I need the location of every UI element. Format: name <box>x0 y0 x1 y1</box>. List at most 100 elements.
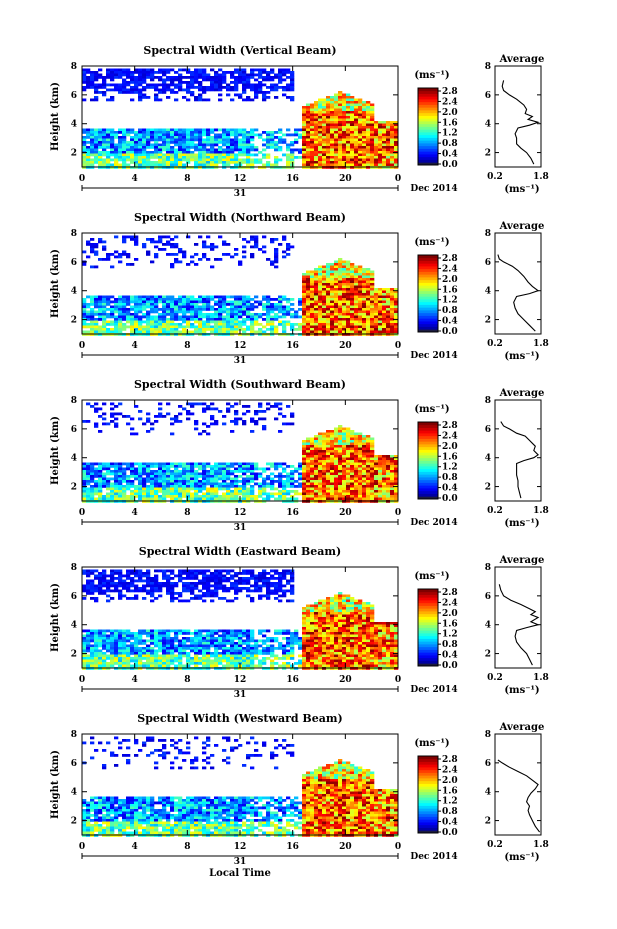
heatmap-cell <box>338 320 343 324</box>
heatmap-cell <box>106 495 111 498</box>
heatmap-cell <box>90 490 95 493</box>
heatmap-cell <box>254 477 259 481</box>
heatmap-cell <box>350 325 355 329</box>
heatmap-cell <box>306 280 311 284</box>
heatmap-cell <box>322 442 327 446</box>
heatmap-cell <box>330 285 335 289</box>
heatmap-cell <box>254 323 259 326</box>
heatmap-cell <box>334 318 339 321</box>
heatmap-cell <box>142 477 147 481</box>
heatmap-cell <box>354 283 359 286</box>
heatmap-cell <box>146 298 151 301</box>
heatmap-cell <box>378 462 383 466</box>
heatmap-cell <box>342 330 347 334</box>
heatmap-cell <box>110 415 115 418</box>
heatmap-cell <box>138 146 143 149</box>
heatmap-cell <box>334 111 339 114</box>
heatmap-cell <box>370 295 375 299</box>
heatmap-cell <box>138 318 143 321</box>
heatmap-cell <box>346 93 351 97</box>
heatmap-cell <box>234 305 239 309</box>
heatmap-cell <box>334 113 339 117</box>
heatmap-cell <box>366 445 371 448</box>
heatmap-cell <box>334 131 339 134</box>
heatmap-cell <box>94 141 99 144</box>
heatmap-cell <box>94 328 99 331</box>
heatmap-cell <box>210 330 215 334</box>
heatmap-cell <box>366 278 371 281</box>
heatmap-cell <box>106 330 111 334</box>
heatmap-cell <box>190 305 195 309</box>
heatmap-cell <box>358 432 363 436</box>
heatmap-cell <box>246 405 251 408</box>
heatmap-cell <box>346 430 351 433</box>
heatmap-cell <box>154 96 159 99</box>
heatmap-cell <box>154 495 159 498</box>
heatmap-cell <box>342 482 347 486</box>
heatmap-cell <box>250 153 255 157</box>
heatmap-cell <box>310 330 315 334</box>
heatmap-cell <box>286 156 291 159</box>
heatmap-cell <box>366 285 371 289</box>
heatmap-cell <box>314 273 319 276</box>
heatmap-cell <box>226 151 231 154</box>
heatmap-cell <box>366 315 371 319</box>
heatmap-cell <box>166 300 171 304</box>
heatmap-cell <box>118 153 123 157</box>
heatmap-cell <box>98 86 103 89</box>
heatmap-cell <box>86 131 91 134</box>
heatmap-cell <box>238 462 243 466</box>
heatmap-cell <box>386 482 391 486</box>
heatmap-cell <box>190 73 195 77</box>
heatmap-cell <box>246 96 251 99</box>
heatmap-cell <box>310 300 315 304</box>
heatmap-cell <box>326 138 331 142</box>
heatmap-cell <box>362 437 367 441</box>
heatmap-cell <box>198 158 203 162</box>
heatmap-cell <box>354 470 359 473</box>
heatmap-cell <box>350 118 355 122</box>
heatmap-cell <box>122 492 127 496</box>
heatmap-cell <box>178 131 183 134</box>
heatmap-cell <box>190 91 195 94</box>
heatmap-cell <box>378 300 383 304</box>
heatmap-cell <box>186 402 191 406</box>
heatmap-cell <box>162 136 167 139</box>
heatmap-cell <box>150 76 155 79</box>
heatmap-cell <box>394 143 399 147</box>
heatmap-cell <box>330 432 335 436</box>
heatmap-cell <box>102 298 107 301</box>
heatmap-cell <box>334 151 339 154</box>
heatmap-cell <box>362 442 367 446</box>
heatmap-cell <box>306 126 311 129</box>
heatmap-cell <box>146 470 151 473</box>
heatmap-cell <box>334 315 339 319</box>
heatmap-cell <box>322 313 327 316</box>
heatmap-cell <box>378 293 383 296</box>
heatmap-cell <box>290 328 295 331</box>
heatmap-cell <box>250 485 255 488</box>
heatmap-cell <box>390 325 395 329</box>
heatmap-cell <box>346 475 351 478</box>
heatmap-cell <box>206 492 211 496</box>
heatmap-cell <box>314 305 319 309</box>
heatmap-cell <box>382 305 387 309</box>
heatmap-cell <box>90 313 95 316</box>
heatmap-cell <box>298 477 303 481</box>
heatmap-cell <box>338 497 343 501</box>
heatmap-cell <box>358 495 363 498</box>
heatmap-cell <box>90 245 95 249</box>
heatmap-cell <box>302 490 307 493</box>
heatmap-cell <box>270 495 275 498</box>
heatmap-cell <box>326 455 331 458</box>
heatmap-cell <box>342 275 347 279</box>
heatmap-cell <box>130 490 135 493</box>
heatmap-cell <box>178 295 183 299</box>
heatmap-cell <box>382 497 387 501</box>
heatmap-cell <box>358 116 363 119</box>
heatmap-cell <box>338 460 343 463</box>
heatmap-cell <box>158 136 163 139</box>
heatmap-cell <box>366 141 371 144</box>
heatmap-cell <box>242 88 247 92</box>
heatmap-cell <box>290 73 295 77</box>
